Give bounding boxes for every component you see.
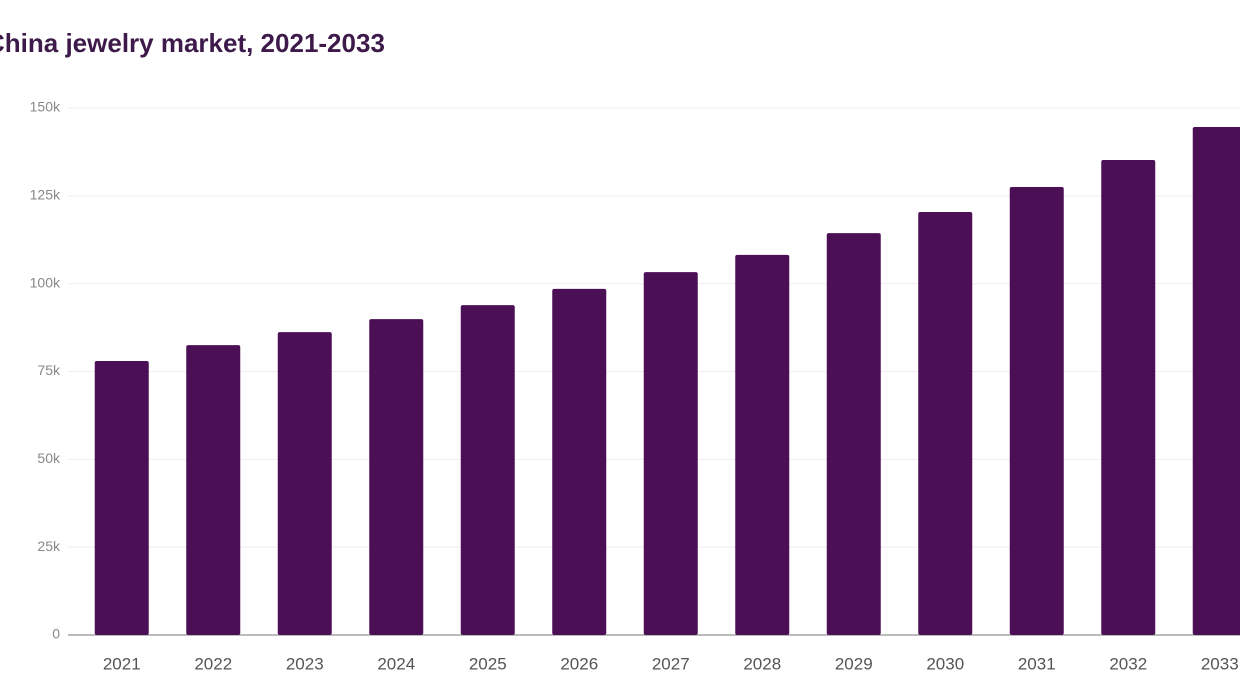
- bar: [460, 305, 515, 635]
- bar: [1009, 187, 1064, 636]
- x-tick-label: 2029: [835, 654, 873, 673]
- x-tick-label: 2023: [286, 654, 324, 673]
- y-tick-label: 50k: [37, 450, 61, 466]
- x-tick-label: 2024: [377, 654, 415, 673]
- x-tick-label: 2033: [1201, 654, 1239, 673]
- chart-title: China jewelry market, 2021-2033: [0, 28, 385, 58]
- y-tick-label: 0: [52, 626, 60, 642]
- x-tick-label: 2027: [652, 654, 690, 673]
- bar: [918, 211, 973, 635]
- x-tick-label: 2030: [926, 654, 964, 673]
- bar: [735, 254, 790, 635]
- bar: [552, 288, 607, 635]
- y-tick-label: 150k: [30, 99, 61, 115]
- bar: [277, 332, 332, 635]
- y-tick-label: 75k: [37, 362, 61, 378]
- x-tick-label: 2021: [103, 654, 141, 673]
- bar: [1101, 159, 1156, 636]
- bar: [643, 272, 698, 635]
- x-tick-label: 2022: [194, 654, 232, 673]
- bar: [1192, 126, 1240, 635]
- x-tick-label: 2032: [1109, 654, 1147, 673]
- bar: [186, 345, 241, 635]
- bar: [369, 319, 424, 635]
- x-tick-label: 2031: [1018, 654, 1056, 673]
- x-tick-label: 2025: [469, 654, 507, 673]
- y-tick-label: 100k: [30, 274, 61, 290]
- x-tick-label: 2026: [560, 654, 598, 673]
- y-tick-label: 125k: [30, 187, 61, 203]
- bar: [826, 233, 881, 636]
- y-tick-label: 25k: [37, 538, 61, 554]
- x-tick-label: 2028: [743, 654, 781, 673]
- bar: [94, 360, 149, 635]
